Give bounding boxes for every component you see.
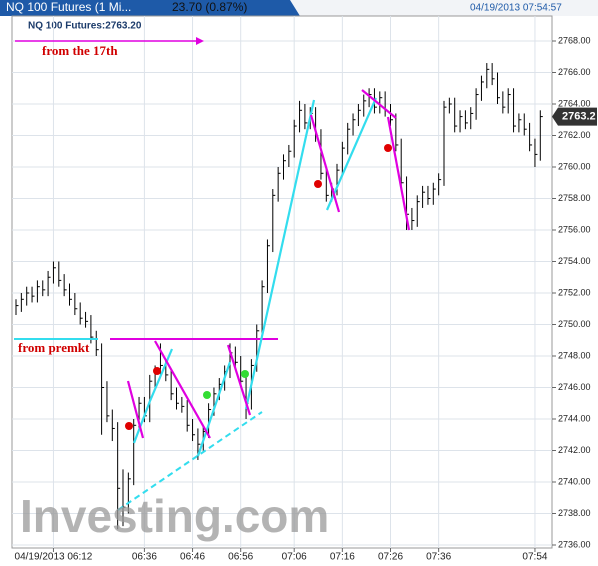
y-tick-label: 2740.00 — [558, 476, 591, 486]
change: 23.70 (0.87%) — [172, 0, 247, 14]
x-tick-label: 04/19/2013 06:12 — [15, 552, 93, 563]
watermark: Investing.com — [20, 490, 329, 542]
y-tick-label: 2748.00 — [558, 350, 591, 360]
x-tick-label: 07:06 — [282, 552, 307, 563]
y-tick-label: 2768.00 — [558, 35, 591, 45]
y-tick-label: 2742.00 — [558, 445, 591, 455]
annotation: from the 17th — [42, 43, 118, 58]
y-tick-label: 2750.00 — [558, 319, 591, 329]
y-tick-label: 2756.00 — [558, 224, 591, 234]
timestamp: 04/19/2013 07:54:57 — [470, 3, 562, 14]
annotation: from premkt — [18, 340, 90, 355]
x-tick-label: 07:16 — [330, 552, 355, 563]
dashed-support — [117, 411, 263, 511]
y-tick-label: 2736.00 — [558, 539, 591, 549]
cyan-trendlines — [132, 97, 378, 457]
y-tick-label: 2738.00 — [558, 508, 591, 518]
x-tick-label: 07:54 — [522, 552, 547, 563]
last-price-label: 2763.2 — [562, 111, 596, 123]
y-tick-label: 2764.00 — [558, 98, 591, 108]
plot-area — [11, 15, 553, 549]
y-tick-label: 2752.00 — [558, 287, 591, 297]
x-tick-label: 06:36 — [132, 552, 157, 563]
y-tick-label: 2746.00 — [558, 382, 591, 392]
y-tick-label: 2760.00 — [558, 161, 591, 171]
last-price-box — [552, 107, 597, 126]
arrow-head — [196, 37, 204, 45]
signal-dots — [125, 144, 392, 430]
x-tick-label: 07:36 — [426, 552, 451, 563]
tab-title[interactable]: NQ 100 Futures (1 Mi... — [6, 0, 131, 14]
y-tick-label: 2762.00 — [558, 130, 591, 140]
series-label: NQ 100 Futures:2763.20 — [28, 21, 142, 32]
header-tab[interactable] — [0, 0, 300, 16]
x-tick-label: 06:56 — [228, 552, 253, 563]
magenta-trendlines — [126, 89, 411, 439]
y-tick-label: 2766.00 — [558, 67, 591, 77]
x-tick-label: 06:46 — [180, 552, 205, 563]
x-tick-label: 07:26 — [378, 552, 403, 563]
y-tick-label: 2744.00 — [558, 413, 591, 423]
y-tick-label: 2758.00 — [558, 193, 591, 203]
y-tick-label: 2754.00 — [558, 256, 591, 266]
